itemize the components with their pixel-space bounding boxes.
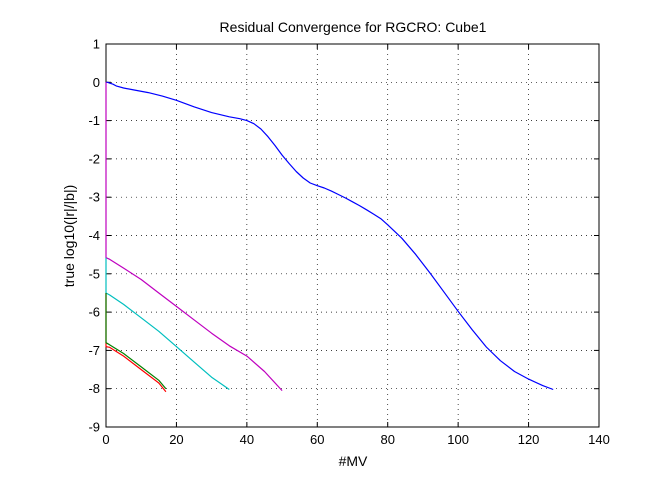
ticks: 0 20 40 60 80 100 120 140 -9 -8 -7 -6 -5 -4 -3 -2 -1 0 1 xyxy=(88,37,609,448)
x-tick-label: 120 xyxy=(518,432,540,447)
x-tick-label: 40 xyxy=(240,432,254,447)
y-tick-label: -6 xyxy=(88,305,100,320)
chart-title: Residual Convergence for RGCRO: Cube1 xyxy=(220,19,487,35)
y-tick-label: -7 xyxy=(88,343,100,358)
x-axis-label: #MV xyxy=(339,453,368,469)
y-tick-label: -9 xyxy=(88,420,100,435)
series-line-4 xyxy=(105,293,167,393)
x-tick-label: 0 xyxy=(102,432,109,447)
x-tick-label: 140 xyxy=(588,432,610,447)
series-line-5 xyxy=(105,293,167,390)
series-line-2 xyxy=(105,82,283,392)
y-tick-label: 0 xyxy=(93,75,100,90)
y-tick-label: 1 xyxy=(93,37,100,52)
x-tick-label: 80 xyxy=(380,432,394,447)
y-tick-label: -4 xyxy=(88,228,100,243)
y-axis-label: true log10(|r|/|b|) xyxy=(61,185,77,287)
y-tick-label: -1 xyxy=(88,113,100,128)
x-tick-label: 100 xyxy=(447,432,469,447)
y-tick-label: -5 xyxy=(88,266,100,281)
grid xyxy=(106,44,599,427)
series-line-1 xyxy=(106,81,554,391)
y-tick-label: -2 xyxy=(88,151,100,166)
y-tick-label: -3 xyxy=(88,190,100,205)
x-tick-label: 20 xyxy=(169,432,183,447)
series-group xyxy=(105,81,554,393)
y-tick-label: -8 xyxy=(88,381,100,396)
x-tick-label: 60 xyxy=(310,432,324,447)
series-line-3 xyxy=(105,257,230,390)
